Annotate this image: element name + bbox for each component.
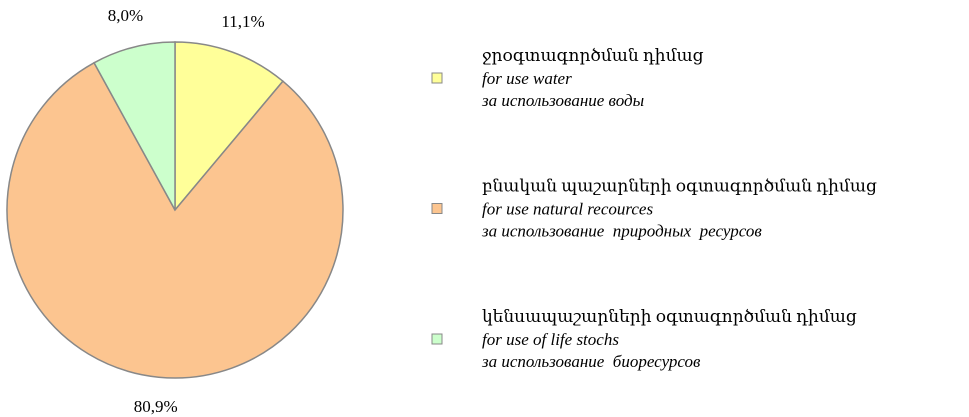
data-label: 11,1%: [221, 12, 264, 31]
legend-label-ru: за использование природных ресурсов: [481, 221, 762, 240]
legend-label: կենսապաշարների օգտագործման դիմաց: [482, 307, 857, 326]
legend-label-en: for use water: [482, 69, 572, 88]
legend-label: բնական պաշարների օգտագործման դիմաց: [482, 176, 877, 195]
legend-swatch: [431, 72, 443, 84]
legend-swatch: [431, 333, 443, 345]
legend-swatch: [431, 203, 443, 214]
legend-label: ջրօգտագործման դիմաց: [482, 46, 704, 65]
legend-label-en: for use of life stochs: [482, 330, 619, 349]
pie-slice: [6, 61, 344, 379]
data-label: 80,9%: [134, 397, 178, 416]
pie-slice: [174, 41, 284, 213]
legend-label-ru: за использование воды: [481, 91, 644, 110]
legend-label-en: for use natural recources: [482, 199, 653, 218]
legend-label-ru: за использование биоресурсов: [481, 352, 701, 371]
pie-slice: [93, 41, 176, 211]
data-label: 8,0%: [108, 6, 143, 25]
